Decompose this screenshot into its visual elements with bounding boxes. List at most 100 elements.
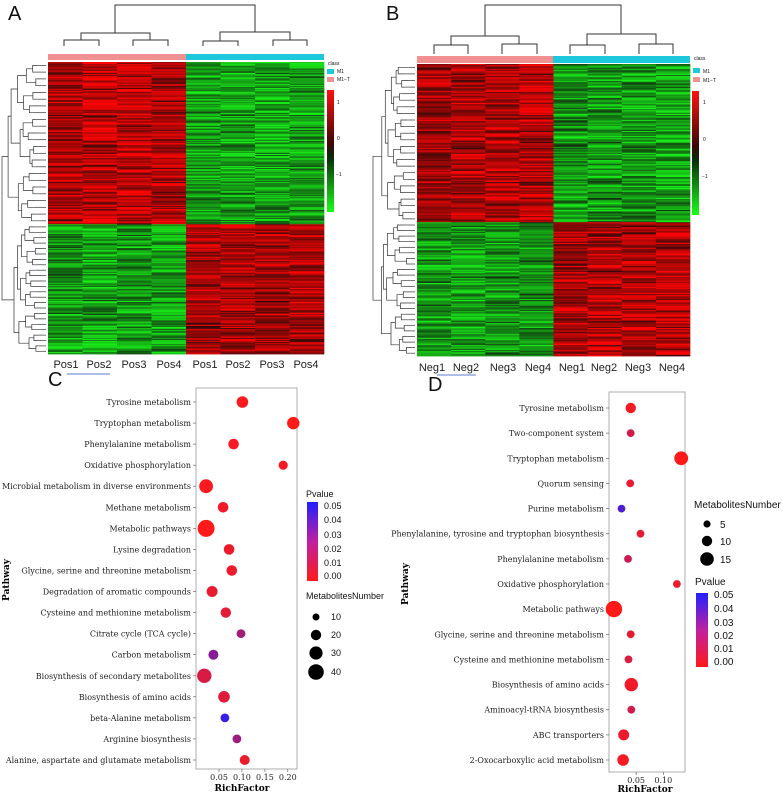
heatmap-cell: [587, 269, 623, 272]
heatmap-cell: [289, 273, 325, 276]
heatmap-cell: [48, 330, 83, 332]
heatmap-cell: [255, 160, 290, 162]
heatmap-cell: [151, 293, 187, 295]
heatmap-cell: [553, 129, 588, 132]
heatmap-cell: [587, 143, 623, 145]
heatmap-cell: [117, 202, 152, 205]
heatmap-cell: [151, 229, 187, 232]
heatmap-cell: [553, 248, 588, 251]
heatmap-cell: [519, 168, 554, 171]
heatmap-cell: [151, 301, 187, 303]
heatmap-cell: [655, 149, 691, 151]
heatmap-cell: [255, 331, 290, 333]
heatmap-cell: [289, 124, 325, 127]
heatmap-cell: [48, 290, 83, 292]
heatmap-cell: [255, 260, 290, 263]
heatmap-cell: [255, 134, 290, 136]
heatmap-cell: [255, 334, 290, 337]
heatmap-cell: [621, 227, 657, 229]
heatmap-cell: [82, 198, 118, 200]
heatmap-cell: [519, 171, 554, 173]
heatmap-cell: [621, 139, 657, 142]
heatmap-cell: [151, 343, 187, 345]
heatmap-cell: [655, 95, 691, 98]
heatmap-cell: [82, 65, 118, 67]
heatmap-cell: [417, 171, 452, 173]
heatmap-cell: [655, 78, 691, 81]
heatmap-cell: [485, 336, 520, 339]
heatmap-cell: [485, 67, 520, 70]
heatmap-cell: [186, 323, 221, 326]
heatmap-cell: [655, 199, 691, 201]
heatmap-cell: [655, 244, 691, 246]
heatmap-cell: [485, 186, 520, 189]
heatmap-cell: [151, 228, 187, 231]
size-legend-dot: [312, 613, 320, 621]
heatmap-cell: [82, 146, 118, 148]
heatmap-cell: [587, 122, 623, 125]
heatmap-cell: [451, 98, 486, 100]
heatmap-cell: [451, 184, 486, 187]
heatmap-cell: [186, 272, 221, 275]
heatmap-cell: [655, 81, 691, 83]
heatmap-cell: [255, 256, 290, 259]
heatmap-cell: [621, 196, 657, 199]
heatmap-cell: [82, 343, 118, 345]
heatmap-cell: [587, 82, 623, 84]
heatmap-cell: [485, 258, 520, 261]
heatmap-cell: [621, 162, 657, 165]
heatmap-cell: [655, 300, 691, 302]
heatmap-cell: [48, 279, 83, 281]
heatmap-cell: [519, 91, 554, 94]
heatmap-cell: [48, 91, 83, 93]
heatmap-cell: [82, 160, 118, 162]
heatmap-cell: [621, 72, 657, 75]
heatmap-cell: [587, 296, 623, 298]
heatmap-cell: [519, 199, 554, 201]
heatmap-cell: [655, 285, 691, 288]
heatmap-cell: [186, 280, 221, 282]
heatmap-cell: [553, 259, 588, 262]
heatmap-cell: [587, 106, 623, 109]
heatmap-cell: [587, 250, 623, 252]
heatmap-cell: [117, 191, 152, 194]
heatmap-cell: [48, 180, 83, 183]
heatmap-cell: [82, 134, 118, 136]
heatmap-cell: [48, 301, 83, 303]
heatmap-cell: [220, 66, 256, 68]
heatmap-cell: [220, 337, 256, 340]
heatmap-cell: [621, 268, 657, 271]
heatmap-cell: [48, 266, 83, 268]
heatmap-cell: [220, 140, 256, 143]
heatmap-cell: [220, 338, 256, 341]
heatmap-cell: [553, 155, 588, 157]
heatmap-cell: [587, 214, 623, 217]
heatmap-cell: [151, 210, 187, 212]
heatmap-cell: [220, 263, 256, 265]
heatmap-cell: [117, 320, 152, 322]
heatmap-cell: [587, 94, 623, 97]
heatmap-cell: [553, 76, 588, 78]
heatmap-cell: [151, 297, 187, 300]
heatmap-cell: [587, 297, 623, 300]
heatmap-cell: [151, 266, 187, 268]
heatmap-cell: [621, 146, 657, 149]
heatmap-cell: [553, 137, 588, 139]
heatmap-cell: [451, 281, 486, 284]
heatmap-cell: [621, 147, 657, 150]
size-legend-label: 10: [331, 612, 341, 622]
heatmap-cell: [220, 333, 256, 335]
heatmap-cell: [451, 220, 486, 223]
heatmap-cell: [220, 205, 256, 208]
heatmap-cell: [519, 269, 554, 272]
heatmap-cell: [553, 149, 588, 151]
heatmap-cell: [48, 146, 83, 148]
heatmap-cell: [186, 302, 221, 304]
heatmap-cell: [587, 237, 623, 240]
heatmap-cell: [48, 202, 83, 205]
heatmap-cell: [186, 226, 221, 228]
heatmap-cell: [151, 214, 187, 216]
heatmap-cell: [220, 137, 256, 140]
heatmap-cell: [519, 173, 554, 176]
heatmap-cell: [117, 92, 152, 94]
